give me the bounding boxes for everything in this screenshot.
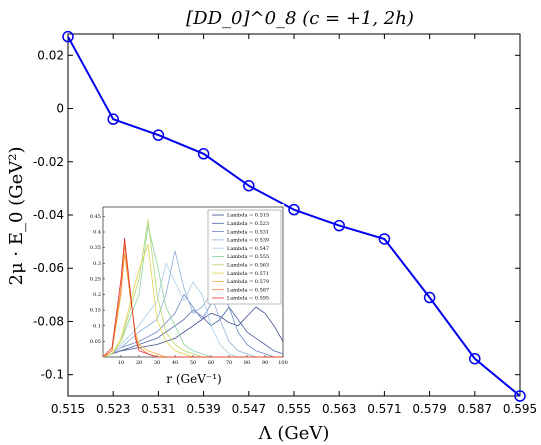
legend-entry: Lambda = 0.579 [227,279,269,285]
legend-entry: Lambda = 0.515 [227,213,269,219]
inset-x-tick-label: 20 [136,360,142,366]
data-point [107,113,119,125]
inset-x-tick-label: 90 [262,360,268,366]
inset-x-tick-label: 60 [208,360,214,366]
inset-y-tick-label: 0.25 [90,276,101,282]
x-tick-label: 0.587 [458,402,492,416]
inset-legend-frame [207,209,282,305]
x-tick-label: 0.571 [367,402,401,416]
legend-entry: Lambda = 0.531 [227,229,269,235]
legend-entry: Lambda = 0.555 [227,254,269,260]
y-axis: 0.02 0 -0.02 -0.04 -0.06 -0.08 -0.1 [33,48,520,382]
x-tick-label: 0.539 [186,402,220,416]
main-series [62,30,526,402]
inset-x-tick-label: 80 [244,360,250,366]
inset-x-tick-label: 40 [172,360,178,366]
inset-legend: Lambda = 0.515 Lambda = 0.523 Lambda = 0.5… [207,209,282,305]
y-tick-label: 0 [56,102,64,116]
data-point [288,203,300,216]
data-point [152,129,165,141]
x-tick-label: 0.555 [277,402,311,416]
y-tick-label: -0.1 [41,368,64,382]
legend-entry: Lambda = 0.587 [227,287,269,293]
data-point [514,390,526,402]
x-tick-label: 0.563 [322,402,356,416]
inset-x-tick-label: 70 [226,360,232,366]
inset-x-axis: 10 20 30 40 50 60 70 80 90 100 [118,355,288,366]
x-tick-label: 0.579 [412,402,446,416]
data-point [469,352,481,365]
inset-series [102,219,284,358]
x-tick-label: 0.515 [51,402,85,416]
inset-y-tick-label: 0.3 [93,261,101,267]
inset-x-tick-label: 50 [190,360,196,366]
inset-y-tick-label: 0.1 [93,323,101,329]
inset-y-axis: 0.05 0.1 0.15 0.2 0.25 0.3 0.35 0.4 0.45 [90,214,105,345]
y-tick-label: -0.06 [33,261,64,275]
data-point [197,148,210,160]
x-tick-label: 0.523 [96,402,130,416]
y-axis-title: 2μ · E_0 (GeV²) [6,147,27,286]
inset-x-axis-title: r (GeV⁻¹) [166,372,221,386]
inset-x-tick-label: 30 [154,360,160,366]
x-tick-label: 0.595 [503,402,537,416]
inset-series-line [102,287,283,358]
inset-x-tick-label: 10 [118,360,124,366]
y-tick-label: -0.04 [33,208,64,222]
data-point [423,291,436,304]
legend-entry: Lambda = 0.563 [227,263,269,269]
y-tick-label: -0.08 [33,314,64,328]
inset-chart: 0.05 0.1 0.15 0.2 0.25 0.3 0.35 0.4 0.45 10 20 30 4… [88,204,288,386]
legend-entry: Lambda = 0.539 [227,238,269,244]
legend-entry: Lambda = 0.523 [227,221,269,227]
inset-y-tick-label: 0.4 [93,230,101,236]
y-tick-label: 0.02 [37,48,64,62]
inset-x-tick-label: 100 [278,360,288,366]
inset-y-tick-label: 0.35 [90,245,101,251]
legend-entry: Lambda = 0.547 [227,246,269,252]
inset-y-tick-label: 0.15 [90,308,101,314]
y-tick-label: -0.02 [33,155,64,169]
legend-entry: Lambda = 0.595 [227,296,269,302]
data-point [378,233,391,245]
x-axis-title: Λ (GeV) [258,423,330,444]
data-point [243,179,255,192]
data-point [62,30,74,43]
inset-y-tick-label: 0.45 [90,214,101,220]
x-axis: 0.515 0.523 0.531 0.539 0.547 0.555 0.563 0.571… [51,34,537,416]
x-tick-label: 0.531 [141,402,175,416]
x-tick-label: 0.547 [232,402,266,416]
series-line [67,36,521,397]
inset-y-tick-label: 0.2 [93,292,101,298]
legend-entry: Lambda = 0.571 [227,271,269,277]
chart-title: [DD_0]^0_8 (c = +1, 2h) [186,8,414,29]
data-point [333,219,345,232]
inset-y-tick-label: 0.05 [90,339,101,345]
